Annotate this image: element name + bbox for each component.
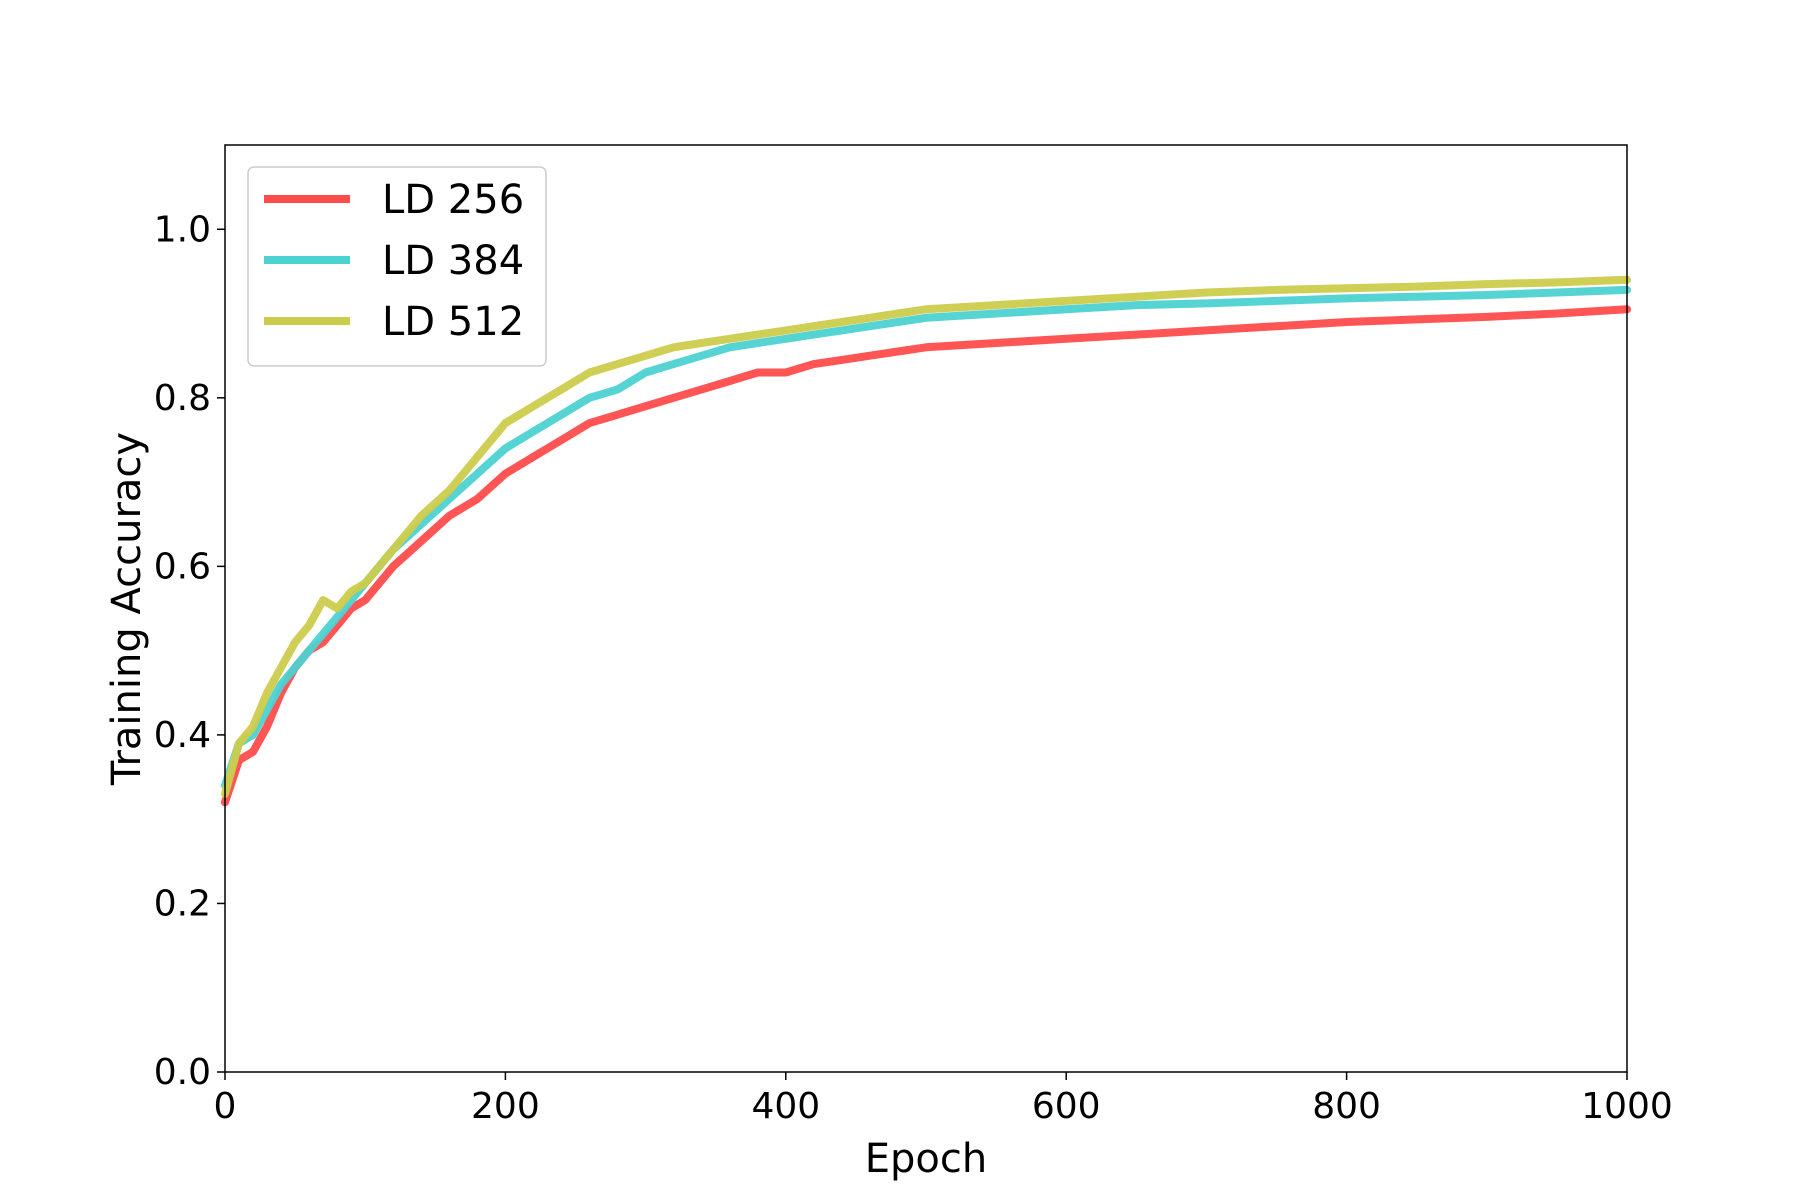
y-tick-label: 0.4 bbox=[154, 715, 211, 756]
x-axis-title: Epoch bbox=[865, 1136, 987, 1182]
y-axis-title: Training Accuracy bbox=[104, 432, 150, 786]
x-tick-label: 400 bbox=[751, 1086, 820, 1127]
legend-label-1: LD 256 bbox=[382, 177, 524, 223]
x-tick-label: 600 bbox=[1032, 1086, 1101, 1127]
axes: 0 200 400 600 800 1000 0.0 0.2 0.4 0.6 0.8 1.0 Epoch… bbox=[104, 144, 1673, 1182]
y-tick-label: 1.0 bbox=[154, 209, 211, 250]
x-tick-label: 1000 bbox=[1581, 1086, 1673, 1127]
legend: LD 256 LD 384 LD 512 bbox=[247, 166, 547, 367]
series-line-3 bbox=[221, 275, 1631, 798]
x-tick-label: 800 bbox=[1312, 1086, 1381, 1127]
y-tick-label: 0.6 bbox=[154, 546, 211, 587]
legend-label-3: LD 512 bbox=[382, 299, 524, 345]
series-line-2 bbox=[221, 285, 1631, 790]
y-tick-label: 0.8 bbox=[154, 378, 211, 419]
plot-frame bbox=[224, 144, 1628, 1073]
x-tick-label: 200 bbox=[471, 1086, 540, 1127]
x-tick-label: 0 bbox=[214, 1086, 237, 1127]
legend-label-2: LD 384 bbox=[382, 238, 524, 284]
legend-box bbox=[247, 166, 547, 367]
y-tick-label: 0.2 bbox=[154, 883, 211, 924]
y-tick-label: 0.0 bbox=[154, 1052, 211, 1093]
